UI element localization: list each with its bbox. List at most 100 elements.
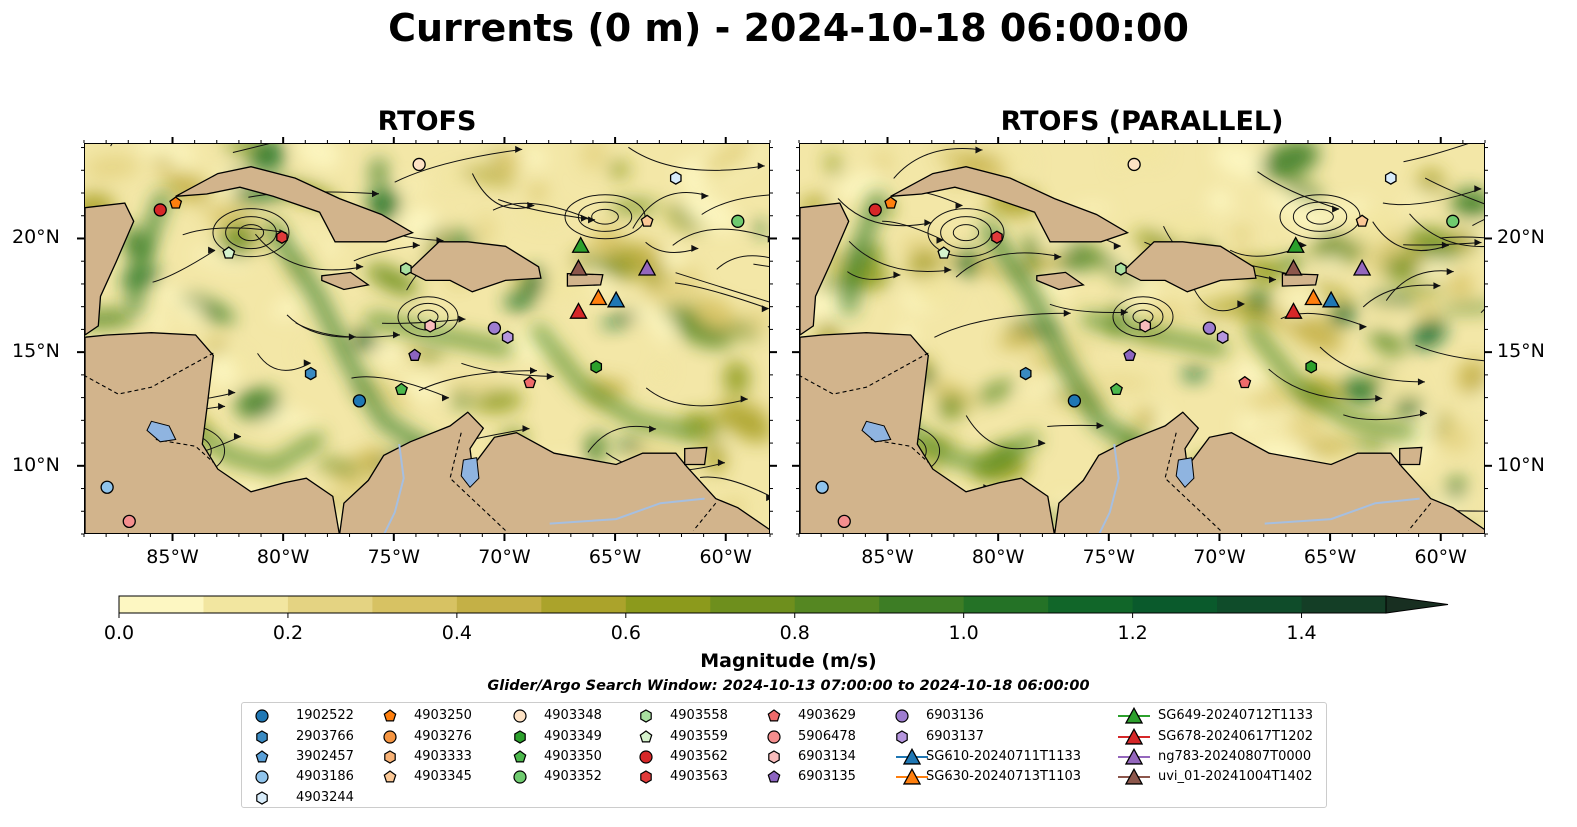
marker-4903348[interactable]	[412, 157, 426, 172]
legend: 1902522 2903766 3902457 4903186 4903244 49032…	[241, 702, 1327, 808]
marker-4903558[interactable]	[400, 262, 412, 276]
legend-label: 2903766	[296, 729, 354, 744]
legend-label: 6903136	[926, 708, 984, 723]
lat-tick-label: 10°N	[1497, 453, 1545, 476]
marker-SG678-20240617T1202[interactable]	[1284, 302, 1303, 319]
marker-5906478[interactable]	[837, 514, 851, 529]
legend-label: 6903134	[798, 749, 856, 764]
legend-label: 4903186	[296, 769, 354, 784]
lon-tick-label: 85°W	[861, 546, 914, 568]
marker-4903186[interactable]	[100, 480, 114, 494]
triangle-marker-icon	[1118, 768, 1150, 785]
marker-4903629[interactable]	[1238, 375, 1252, 389]
legend-label: 5906478	[798, 729, 856, 744]
hexagon-marker-icon	[640, 770, 652, 784]
colorbar-segment	[879, 596, 965, 613]
lon-tick-label: 80°W	[256, 546, 310, 568]
colorbar-tick-label: 1.0	[948, 622, 979, 644]
marker-SG610-20240711T1133[interactable]	[606, 290, 626, 308]
circle-marker-icon	[513, 770, 527, 784]
marker-5906478[interactable]	[122, 514, 136, 529]
colorbar-tick-label: 0.8	[779, 622, 810, 644]
colorbar-tick-label: 0.2	[272, 622, 304, 644]
marker-6903137[interactable]	[501, 330, 514, 344]
colorbar-tick-label: 0.4	[441, 622, 472, 644]
legend-label: uvi_01-20241004T1402	[1158, 769, 1313, 784]
marker-6903134[interactable]	[1139, 319, 1152, 333]
marker-4903350[interactable]	[1109, 382, 1123, 396]
pentagon-marker-icon	[767, 709, 781, 722]
figure-title: Currents (0 m) - 2024-10-18 06:00:00	[388, 6, 1189, 50]
marker-4903345[interactable]	[1355, 214, 1369, 227]
marker-4903629[interactable]	[523, 375, 537, 389]
marker-4903352[interactable]	[731, 214, 745, 228]
hexagon-marker-icon	[896, 730, 908, 744]
marker-4903352[interactable]	[1446, 214, 1460, 228]
marker-6903135[interactable]	[1123, 348, 1137, 361]
marker-4903559[interactable]	[222, 246, 236, 259]
marker-uvi_01-20241004T1402[interactable]	[569, 258, 588, 276]
marker-2903766[interactable]	[1019, 366, 1032, 381]
marker-ng783-20240807T0000[interactable]	[637, 258, 657, 276]
lon-tick-label: 75°W	[1082, 546, 1136, 568]
pentagon-marker-icon	[767, 770, 781, 783]
legend-label: SG649-20240712T1133	[1158, 708, 1314, 723]
marker-6903136[interactable]	[487, 321, 502, 335]
marker-4903348[interactable]	[1127, 157, 1141, 172]
marker-SG610-20240711T1133[interactable]	[1321, 290, 1341, 308]
circle-marker-icon	[895, 709, 909, 723]
marker-4903563[interactable]	[991, 230, 1003, 244]
lat-tick-label: 10°N	[12, 453, 60, 476]
marker-6903135[interactable]	[408, 348, 422, 361]
marker-6903134[interactable]	[424, 319, 437, 333]
marker-4903186[interactable]	[815, 480, 829, 494]
marker-4903244[interactable]	[1384, 171, 1397, 185]
marker-1902522[interactable]	[352, 394, 367, 408]
triangle-marker-icon	[896, 768, 928, 785]
marker-1902522[interactable]	[1067, 394, 1082, 408]
marker-4903558[interactable]	[1115, 262, 1127, 276]
marker-4903562[interactable]	[868, 203, 882, 217]
map-panel-rtofs[interactable]	[84, 143, 770, 534]
marker-SG630-20240713T1103[interactable]	[589, 288, 608, 306]
marker-4903250[interactable]	[169, 196, 183, 209]
marker-6903137[interactable]	[1216, 330, 1229, 344]
legend-label: ng783-20240807T0000	[1158, 749, 1312, 764]
panel-title-rtofs: RTOFS	[377, 106, 477, 137]
lat-tick-label: 20°N	[12, 226, 60, 249]
circle-marker-icon	[255, 709, 269, 723]
hexagon-marker-icon	[256, 730, 268, 744]
marker-SG649-20240712T1133[interactable]	[1286, 236, 1305, 253]
circle-marker-icon	[767, 730, 781, 744]
marker-SG649-20240712T1133[interactable]	[571, 236, 590, 253]
hexagon-marker-icon	[514, 730, 526, 744]
lon-tick-label: 65°W	[588, 546, 642, 568]
circle-marker-icon	[383, 730, 397, 744]
circle-marker-icon	[639, 750, 653, 764]
marker-4903559[interactable]	[937, 246, 951, 259]
colorbar-segment	[1132, 596, 1218, 613]
marker-4903244[interactable]	[669, 171, 682, 185]
marker-SG678-20240617T1202[interactable]	[569, 302, 588, 319]
colorbar-extend-arrow	[1385, 595, 1449, 614]
legend-label: 4903348	[544, 708, 602, 723]
legend-label: 4903629	[798, 708, 856, 723]
marker-6903136[interactable]	[1202, 321, 1217, 335]
colorbar-tick-label: 1.4	[1286, 622, 1317, 644]
marker-4903349[interactable]	[1305, 360, 1318, 374]
marker-4903350[interactable]	[394, 382, 408, 396]
legend-label: 4903559	[670, 729, 728, 744]
marker-4903349[interactable]	[590, 360, 603, 374]
marker-4903345[interactable]	[640, 214, 654, 227]
marker-2903766[interactable]	[304, 366, 317, 381]
marker-4903562[interactable]	[153, 203, 167, 217]
marker-ng783-20240807T0000[interactable]	[1352, 258, 1372, 276]
marker-4903250[interactable]	[884, 196, 898, 209]
map-panel-rtofs-parallel[interactable]	[799, 143, 1485, 534]
marker-SG630-20240713T1103[interactable]	[1304, 288, 1323, 306]
pentagon-marker-icon	[383, 770, 397, 783]
lon-tick-label: 75°W	[367, 546, 421, 568]
marker-uvi_01-20241004T1402[interactable]	[1284, 258, 1303, 276]
marker-4903563[interactable]	[276, 230, 288, 244]
colorbar-segment	[372, 596, 458, 613]
